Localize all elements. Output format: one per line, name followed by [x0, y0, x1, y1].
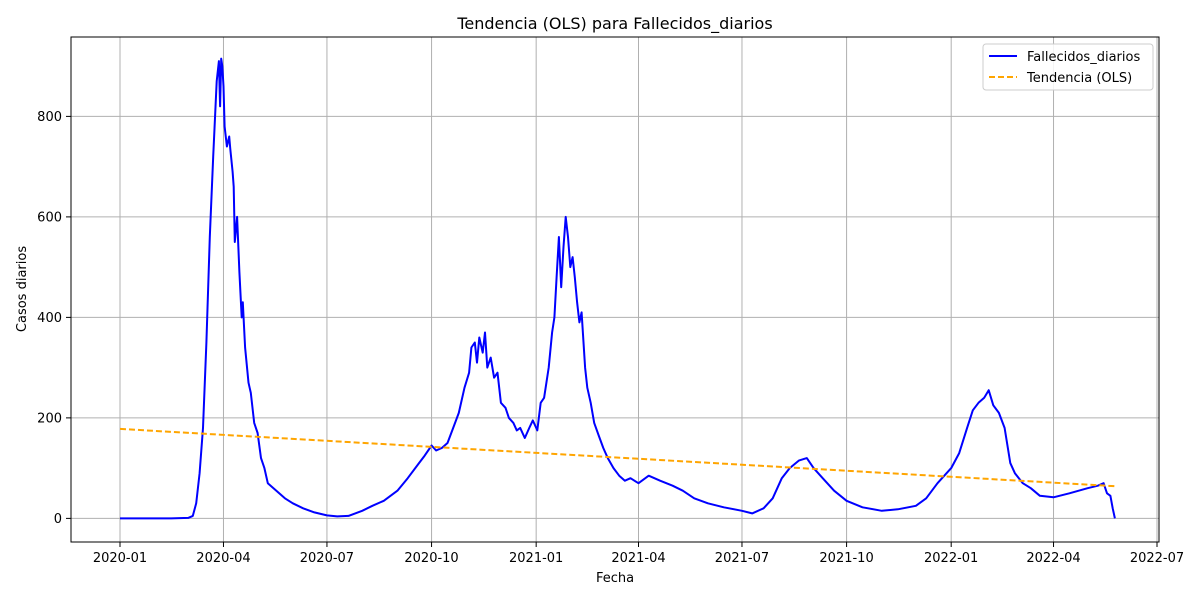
- x-tick-label: 2020-07: [300, 551, 354, 566]
- series-line-tendencia-ols: [119, 427, 1115, 488]
- y-tick-label: 800: [37, 110, 62, 125]
- x-tick-label: 2020-01: [93, 551, 147, 566]
- x-tick-label: 2021-01: [509, 551, 563, 566]
- x-axis: 2020-01 2020-04 2020-07 2020-10 2021-01 2021-…: [93, 542, 1184, 566]
- x-tick-label: 2022-04: [1026, 551, 1080, 566]
- chart-title: Tendencia (OLS) para Fallecidos_diarios: [456, 14, 772, 34]
- y-axis-label: Casos diarios: [15, 246, 30, 332]
- series-line-fallecidos-diarios: [120, 57, 1116, 520]
- y-tick-label: 200: [37, 411, 62, 426]
- y-tick-label: 600: [37, 210, 62, 225]
- x-tick-label: 2021-10: [819, 551, 873, 566]
- x-tick-label: 2022-07: [1130, 551, 1184, 566]
- grid: [71, 37, 1159, 542]
- x-tick-label: 2020-04: [196, 551, 250, 566]
- y-axis: 0 200 400 600 800: [37, 110, 71, 527]
- legend-label-fallecidos: Fallecidos_diarios: [1027, 50, 1140, 65]
- legend-box: [982, 43, 1154, 91]
- legend: Fallecidos_diarios Tendencia (OLS): [982, 43, 1154, 91]
- plot-frame: [70, 36, 1160, 543]
- x-tick-label: 2022-01: [924, 551, 978, 566]
- x-tick-label: 2021-07: [715, 551, 769, 566]
- x-tick-label: 2021-04: [611, 551, 665, 566]
- series-layer: [119, 57, 1116, 520]
- x-axis-label: Fecha: [596, 571, 634, 586]
- x-tick-label: 2020-10: [404, 551, 458, 566]
- y-tick-label: 400: [37, 311, 62, 326]
- legend-label-tendencia: Tendencia (OLS): [1026, 71, 1132, 86]
- y-tick-label: 0: [54, 512, 62, 527]
